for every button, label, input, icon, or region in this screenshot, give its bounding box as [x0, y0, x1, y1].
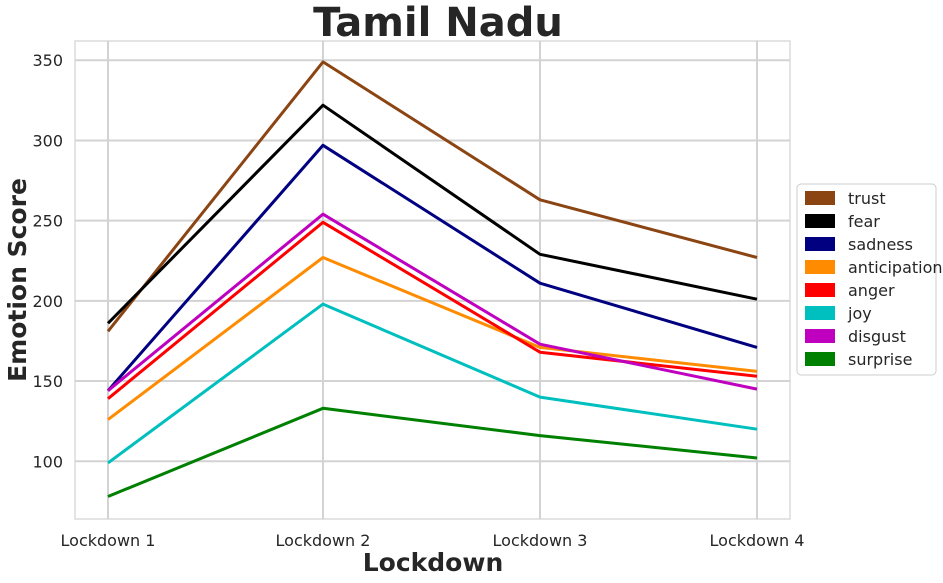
legend: trust fear sadness anticipation anger joy disg…	[796, 183, 943, 376]
series-line-joy	[107, 302, 758, 465]
legend-swatch-anger	[805, 283, 835, 297]
series-line-anger	[107, 220, 758, 400]
x-tick-label: Lockdown 2	[276, 531, 371, 550]
x-tick-label: Lockdown 4	[710, 531, 805, 550]
legend-label-anticipation: anticipation	[848, 258, 943, 277]
series-line-sadness	[106, 143, 758, 392]
y-tick-label: 300	[32, 131, 63, 150]
x-tick-label: Lockdown 3	[493, 531, 588, 550]
legend-label-fear: fear	[848, 212, 880, 231]
x-axis-label: Lockdown	[363, 548, 504, 577]
legend-swatch-sadness	[805, 237, 835, 251]
legend-label-disgust: disgust	[848, 327, 906, 346]
legend-swatch-surprise	[805, 352, 835, 366]
y-axis-label: Emotion Score	[3, 178, 32, 382]
y-tick-label: 150	[32, 372, 63, 391]
legend-swatch-joy	[805, 306, 835, 320]
legend-label-sadness: sadness	[848, 235, 913, 254]
legend-label-joy: joy	[847, 304, 872, 323]
legend-swatch-disgust	[805, 329, 835, 343]
legend-box	[796, 183, 937, 376]
series-line-trust	[106, 60, 758, 333]
legend-swatch-trust	[805, 191, 835, 205]
y-tick-label: 100	[32, 452, 63, 471]
y-tick-labels: 100 150 200 250 300 350	[32, 51, 63, 471]
y-tick-label: 200	[32, 292, 63, 311]
chart-title: Tamil Nadu	[313, 0, 563, 46]
legend-label-surprise: surprise	[848, 350, 912, 369]
series-line-surprise	[107, 406, 758, 498]
y-tick-label: 250	[32, 212, 63, 231]
legend-label-anger: anger	[848, 281, 895, 300]
series-line-fear	[106, 103, 758, 325]
x-tick-label: Lockdown 1	[61, 531, 156, 550]
y-tick-label: 350	[32, 51, 63, 70]
series-line-anticipation	[107, 256, 758, 421]
legend-swatch-anticipation	[805, 260, 835, 274]
legend-swatch-fear	[805, 214, 835, 228]
x-tick-labels: Lockdown 1 Lockdown 2 Lockdown 3 Lockdown 4	[61, 531, 805, 550]
series-lines	[106, 60, 758, 498]
series-line-disgust	[107, 212, 758, 392]
legend-label-trust: trust	[848, 189, 886, 208]
